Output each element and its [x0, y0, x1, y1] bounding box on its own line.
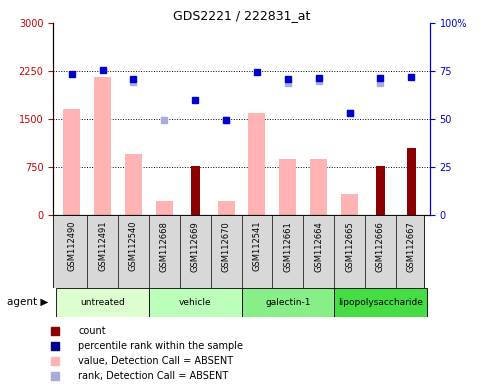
- Text: GSM112667: GSM112667: [407, 221, 416, 272]
- Bar: [125, 154, 142, 215]
- Text: count: count: [78, 326, 106, 336]
- Bar: [279, 159, 296, 215]
- FancyBboxPatch shape: [242, 288, 334, 317]
- Bar: [341, 194, 358, 215]
- Bar: [407, 148, 416, 215]
- Bar: [376, 166, 385, 215]
- Text: agent ▶: agent ▶: [7, 297, 48, 308]
- Text: vehicle: vehicle: [179, 298, 212, 307]
- Text: GSM112540: GSM112540: [129, 221, 138, 271]
- Title: GDS2221 / 222831_at: GDS2221 / 222831_at: [173, 9, 310, 22]
- FancyBboxPatch shape: [56, 288, 149, 317]
- Text: galectin-1: galectin-1: [265, 298, 311, 307]
- Text: GSM112541: GSM112541: [253, 221, 261, 271]
- Text: value, Detection Call = ABSENT: value, Detection Call = ABSENT: [78, 356, 233, 366]
- Text: GSM112665: GSM112665: [345, 221, 354, 271]
- FancyBboxPatch shape: [334, 288, 427, 317]
- Bar: [156, 201, 173, 215]
- Text: GSM112490: GSM112490: [67, 221, 76, 271]
- Bar: [248, 113, 266, 215]
- Text: GSM112661: GSM112661: [284, 221, 292, 271]
- Text: percentile rank within the sample: percentile rank within the sample: [78, 341, 243, 351]
- Bar: [63, 109, 80, 215]
- Bar: [94, 78, 111, 215]
- Text: GSM112666: GSM112666: [376, 221, 385, 272]
- Text: rank, Detection Call = ABSENT: rank, Detection Call = ABSENT: [78, 371, 228, 381]
- Text: GSM112491: GSM112491: [98, 221, 107, 271]
- Text: GSM112668: GSM112668: [160, 221, 169, 272]
- Text: GSM112669: GSM112669: [191, 221, 199, 271]
- Bar: [310, 159, 327, 215]
- Text: untreated: untreated: [80, 298, 125, 307]
- FancyBboxPatch shape: [149, 288, 242, 317]
- Text: lipopolysaccharide: lipopolysaccharide: [338, 298, 423, 307]
- Bar: [217, 201, 235, 215]
- Text: GSM112664: GSM112664: [314, 221, 323, 271]
- Text: GSM112670: GSM112670: [222, 221, 230, 271]
- FancyBboxPatch shape: [53, 215, 424, 288]
- Bar: [191, 166, 200, 215]
